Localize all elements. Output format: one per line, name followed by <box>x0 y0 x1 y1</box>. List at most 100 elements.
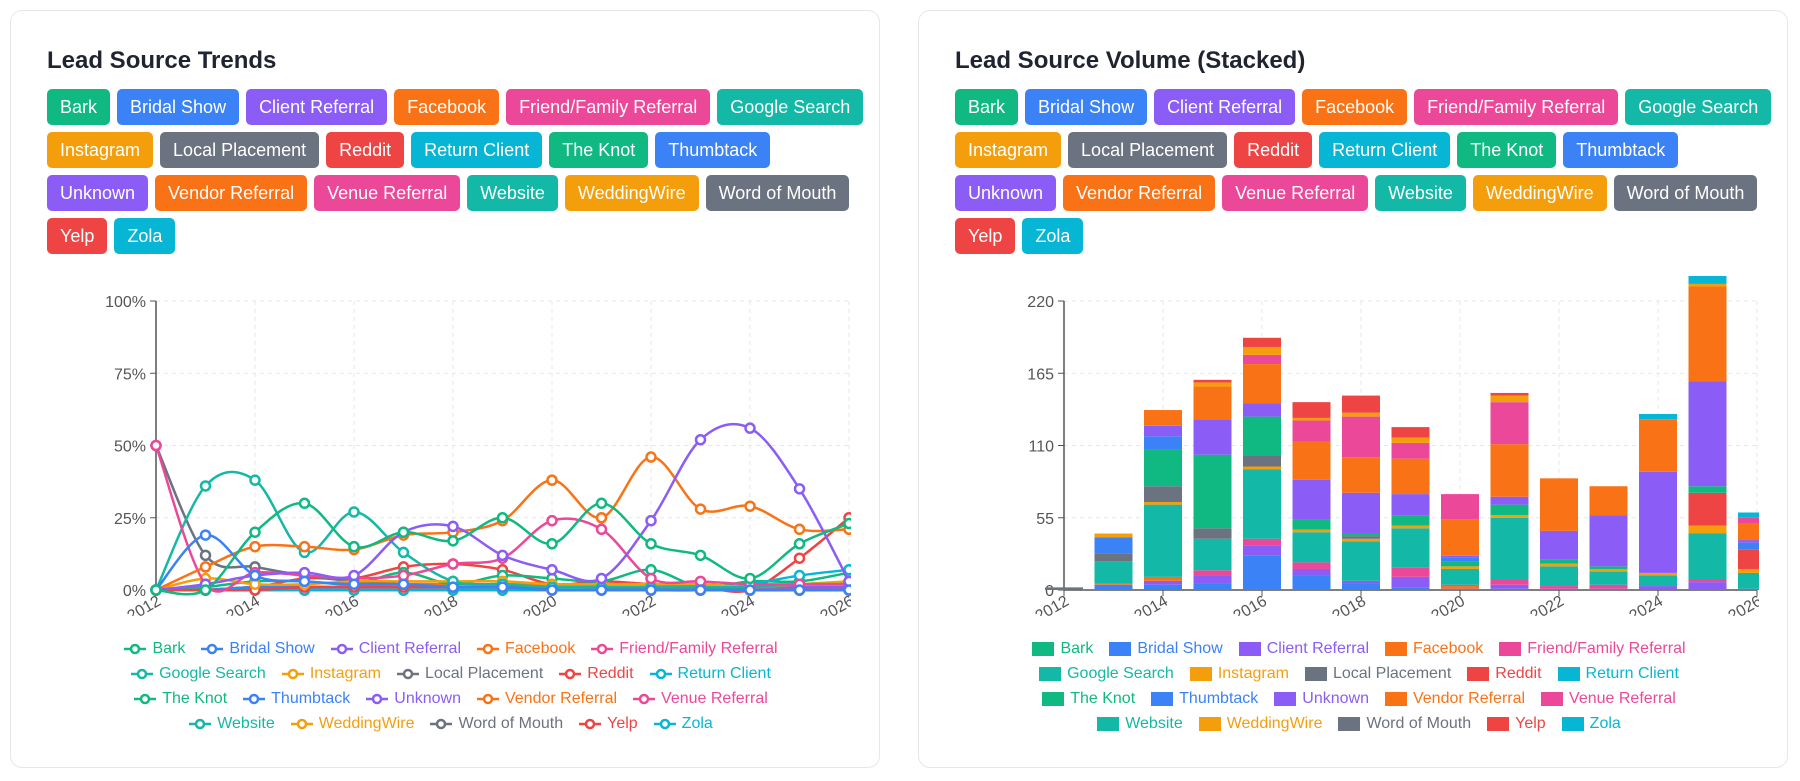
volume-legend-item-local-placement[interactable]: Local Placement <box>1304 665 1451 683</box>
volume-chip-weddingwire[interactable]: WeddingWire <box>1472 175 1607 211</box>
trends-chip-website[interactable]: Website <box>467 175 558 211</box>
volume-chip-thumbtack[interactable]: Thumbtack <box>1563 132 1679 168</box>
volume-chip-venue-referral[interactable]: Venue Referral <box>1222 175 1369 211</box>
trends-legend-item-thumbtack[interactable]: Thumbtack <box>243 690 350 708</box>
bar-venue-referral-2020 <box>1441 494 1479 520</box>
trends-legend-item-the-knot[interactable]: The Knot <box>134 690 227 708</box>
trends-legend-item-website[interactable]: Website <box>189 715 275 733</box>
trends-chip-thumbtack[interactable]: Thumbtack <box>655 132 771 168</box>
trends-chip-return-client[interactable]: Return Client <box>411 132 543 168</box>
trends-legend-item-facebook[interactable]: Facebook <box>477 640 575 658</box>
volume-chip-zola[interactable]: Zola <box>1022 218 1084 254</box>
volume-chip-unknown[interactable]: Unknown <box>955 175 1057 211</box>
volume-legend-item-google-search[interactable]: Google Search <box>1039 665 1174 683</box>
trends-legend-item-yelp[interactable]: Yelp <box>579 715 638 733</box>
legend-line-symbol <box>477 643 499 654</box>
volume-chip-return-client[interactable]: Return Client <box>1319 132 1451 168</box>
trends-legend-item-reddit[interactable]: Reddit <box>559 665 634 683</box>
volume-legend-item-friend-family-referral[interactable]: Friend/Family Referral <box>1499 639 1686 658</box>
volume-chip-bark[interactable]: Bark <box>955 89 1019 125</box>
volume-chip-website[interactable]: Website <box>1375 175 1466 211</box>
trends-legend-item-return-client[interactable]: Return Client <box>649 664 771 683</box>
trends-legend-item-local-placement[interactable]: Local Placement <box>396 665 543 683</box>
bar-thumbtack-2013 <box>1094 537 1133 554</box>
volume-chip-vendor-referral[interactable]: Vendor Referral <box>1063 175 1216 211</box>
bar-google-search-2020 <box>1441 568 1479 585</box>
volume-chip-reddit[interactable]: Reddit <box>1234 132 1313 168</box>
legend-label: Return Client <box>677 664 771 682</box>
bar-reddit-2025 <box>1688 492 1727 526</box>
volume-legend-item-word-of-mouth[interactable]: Word of Mouth <box>1338 715 1471 733</box>
legend-swatch <box>1042 691 1065 706</box>
volume-legend-item-weddingwire[interactable]: WeddingWire <box>1198 715 1322 733</box>
volume-chip-bridal-show[interactable]: Bridal Show <box>1025 89 1148 125</box>
trends-chip-bark[interactable]: Bark <box>47 89 111 125</box>
trends-chip-vendor-referral[interactable]: Vendor Referral <box>155 175 308 211</box>
volume-legend-item-the-knot[interactable]: The Knot <box>1042 690 1135 708</box>
point-local-placement-2013 <box>199 549 212 562</box>
volume-legend-item-zola[interactable]: Zola <box>1561 715 1621 733</box>
trends-chip-facebook[interactable]: Facebook <box>394 89 500 125</box>
volume-chip-local-placement[interactable]: Local Placement <box>1068 132 1228 168</box>
point-client-referral-2023 <box>694 433 707 446</box>
trends-chip-venue-referral[interactable]: Venue Referral <box>314 175 461 211</box>
trends-chip-unknown[interactable]: Unknown <box>47 175 149 211</box>
volume-chip-instagram[interactable]: Instagram <box>955 132 1062 168</box>
volume-legend: Bark Bridal Show Client Referral Facebook Fr… <box>959 636 1759 736</box>
volume-chip-the-knot[interactable]: The Knot <box>1457 132 1557 168</box>
trends-legend-item-weddingwire[interactable]: WeddingWire <box>290 715 414 733</box>
volume-chip-yelp[interactable]: Yelp <box>955 218 1016 254</box>
trends-chip-zola[interactable]: Zola <box>114 218 176 254</box>
bar-yelp-2021 <box>1490 392 1529 396</box>
legend-label: Friend/Family Referral <box>1527 639 1686 657</box>
trends-legend-item-friend-family-referral[interactable]: Friend/Family Referral <box>591 640 778 658</box>
trends-legend-item-bridal-show[interactable]: Bridal Show <box>201 640 315 658</box>
trends-legend-item-google-search[interactable]: Google Search <box>131 665 266 683</box>
volume-legend-item-facebook[interactable]: Facebook <box>1385 640 1483 658</box>
legend-label: Instagram <box>309 664 381 682</box>
volume-legend-item-website[interactable]: Website <box>1097 715 1183 733</box>
trends-chip-client-referral[interactable]: Client Referral <box>246 89 388 125</box>
volume-legend-item-yelp[interactable]: Yelp <box>1487 715 1546 733</box>
volume-legend-item-client-referral[interactable]: Client Referral <box>1238 640 1369 658</box>
trends-chip-the-knot[interactable]: The Knot <box>549 132 649 168</box>
trends-chip-weddingwire[interactable]: WeddingWire <box>564 175 699 211</box>
x-tick-label: 2026 <box>818 593 851 616</box>
volume-legend-item-vendor-referral[interactable]: Vendor Referral <box>1384 690 1525 708</box>
bar-bridal-show-2026 <box>1738 588 1759 590</box>
trends-legend-item-unknown[interactable]: Unknown <box>366 690 461 708</box>
volume-legend-item-bridal-show[interactable]: Bridal Show <box>1109 640 1223 658</box>
volume-chip-friend-family-referral[interactable]: Friend/Family Referral <box>1414 89 1619 125</box>
trends-legend-item-zola[interactable]: Zola <box>653 715 713 733</box>
trends-chip-friend-family-referral[interactable]: Friend/Family Referral <box>506 89 711 125</box>
trends-legend-item-client-referral[interactable]: Client Referral <box>330 640 461 658</box>
trends-legend-item-venue-referral[interactable]: Venue Referral <box>633 690 768 708</box>
point-client-referral-2024 <box>744 422 756 434</box>
volume-legend-item-venue-referral[interactable]: Venue Referral <box>1541 690 1676 708</box>
point-facebook-2025 <box>793 523 806 536</box>
trends-chip-google-search[interactable]: Google Search <box>717 89 864 125</box>
volume-legend-item-unknown[interactable]: Unknown <box>1274 690 1369 708</box>
volume-legend-item-thumbtack[interactable]: Thumbtack <box>1151 690 1258 708</box>
volume-legend-item-return-client[interactable]: Return Client <box>1557 665 1679 683</box>
bar-friend-family-referral-2022 <box>1540 586 1578 589</box>
trends-chip-bridal-show[interactable]: Bridal Show <box>117 89 240 125</box>
trends-chip-local-placement[interactable]: Local Placement <box>160 132 320 168</box>
volume-legend-item-instagram[interactable]: Instagram <box>1189 665 1289 683</box>
volume-legend-item-bark[interactable]: Bark <box>1032 640 1093 658</box>
trends-legend-item-instagram[interactable]: Instagram <box>281 664 381 683</box>
point-client-referral-2021 <box>595 572 608 585</box>
volume-chip-client-referral[interactable]: Client Referral <box>1154 89 1296 125</box>
y-tick-label: 165 <box>1027 366 1054 383</box>
trends-chip-yelp[interactable]: Yelp <box>47 218 108 254</box>
trends-legend-item-bark[interactable]: Bark <box>124 640 185 658</box>
trends-chip-reddit[interactable]: Reddit <box>326 132 405 168</box>
volume-chip-facebook[interactable]: Facebook <box>1302 89 1408 125</box>
trends-legend-item-vendor-referral[interactable]: Vendor Referral <box>476 690 617 708</box>
volume-chip-google-search[interactable]: Google Search <box>1625 89 1772 125</box>
volume-chip-word-of-mouth[interactable]: Word of Mouth <box>1613 175 1758 211</box>
trends-chip-word-of-mouth[interactable]: Word of Mouth <box>705 175 850 211</box>
volume-legend-item-reddit[interactable]: Reddit <box>1467 665 1542 683</box>
trends-chip-instagram[interactable]: Instagram <box>47 132 154 168</box>
trends-legend-item-word-of-mouth[interactable]: Word of Mouth <box>430 715 563 733</box>
